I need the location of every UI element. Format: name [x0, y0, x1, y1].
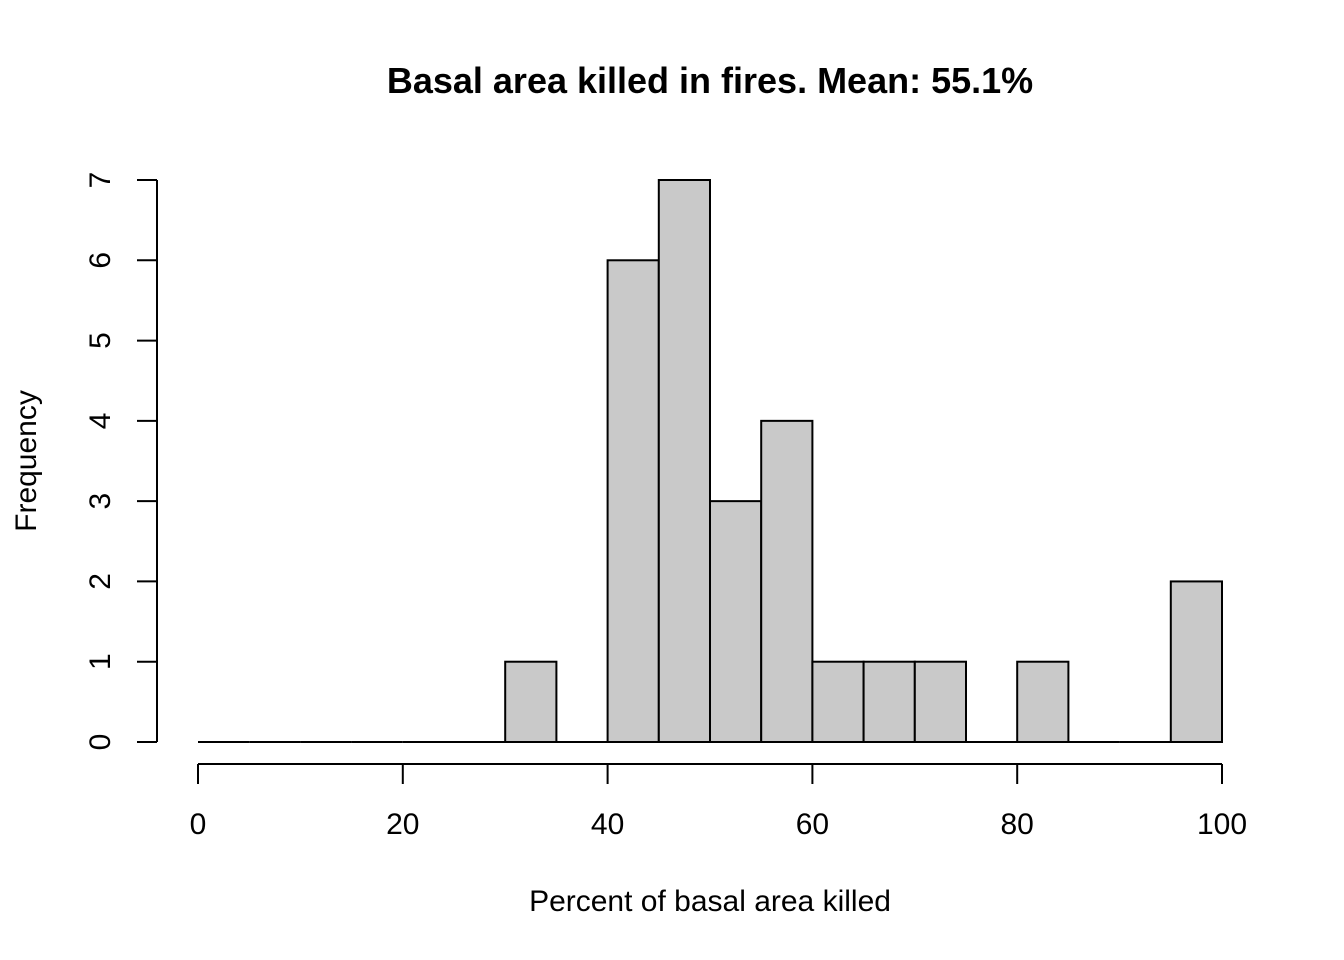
histogram-bar — [1169, 580, 1224, 744]
y-tick-label: 1 — [84, 653, 117, 670]
histogram-bar — [606, 259, 660, 743]
chart-title: Basal area killed in fires. Mean: 55.1% — [387, 60, 1033, 101]
histogram-bar — [504, 660, 558, 744]
x-tick-label: 0 — [190, 808, 207, 841]
y-tick-label: 2 — [84, 573, 117, 590]
y-axis-title: Frequency — [10, 390, 43, 532]
bars-group — [198, 179, 1224, 744]
x-axis-title: Percent of basal area killed — [529, 885, 891, 918]
histogram-bar — [862, 660, 916, 744]
x-tick-label: 80 — [1001, 808, 1034, 841]
x-tick-label: 100 — [1197, 808, 1247, 841]
y-tick-label: 3 — [84, 493, 117, 510]
x-tick-label: 60 — [796, 808, 829, 841]
histogram-bar — [1016, 660, 1070, 744]
histogram-bar — [913, 660, 967, 744]
y-tick-label: 4 — [84, 413, 117, 430]
histogram-bar — [811, 660, 865, 744]
histogram-bar — [709, 500, 763, 743]
histogram-bar — [657, 179, 711, 743]
y-axis: 0 1 2 3 4 5 6 7 — [84, 172, 158, 751]
y-tick-label: 7 — [84, 172, 117, 189]
y-tick-label: 6 — [84, 252, 117, 269]
x-tick-label: 20 — [386, 808, 419, 841]
y-tick-label: 5 — [84, 332, 117, 349]
histogram-bar — [760, 419, 814, 743]
y-tick-label: 0 — [84, 734, 117, 751]
x-axis: 0 20 40 60 80 100 — [190, 763, 1247, 841]
x-tick-label: 40 — [591, 808, 624, 841]
